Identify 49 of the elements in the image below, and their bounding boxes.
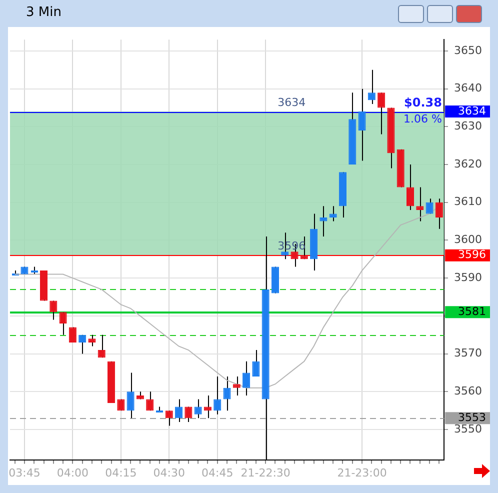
candlestick xyxy=(358,88,366,162)
candlestick xyxy=(416,186,424,222)
y-tick-label: 3590 xyxy=(454,270,482,284)
x-tick-label: 21-23:00 xyxy=(337,466,387,480)
candlestick xyxy=(59,312,67,336)
y-tick-label: 3560 xyxy=(454,384,482,398)
y-tick-label: 3570 xyxy=(454,346,482,360)
y-tick-label: 3610 xyxy=(454,195,482,208)
ref-line-label: 3596 xyxy=(458,248,486,262)
x-tick-label: 03:45 xyxy=(8,466,40,480)
candlestick xyxy=(68,326,76,343)
candlestick xyxy=(406,164,414,210)
candlestick xyxy=(223,376,231,412)
candlestick xyxy=(242,360,250,396)
y-tick-label: 3640 xyxy=(454,82,482,95)
x-tick-label: 04:30 xyxy=(153,466,185,480)
candlestick xyxy=(378,92,386,135)
candlestick xyxy=(194,398,202,419)
x-tick-label: 04:45 xyxy=(202,466,234,480)
ref-line-label: 3581 xyxy=(458,305,486,318)
x-tick-label: 04:15 xyxy=(105,466,137,480)
candlestick xyxy=(78,334,86,354)
candlestick xyxy=(165,410,173,426)
annotation: 1.06 % xyxy=(404,112,442,126)
candlestick xyxy=(155,406,164,412)
candlestick xyxy=(252,350,260,378)
candlestick xyxy=(88,334,96,347)
candlestick xyxy=(146,391,154,412)
candlestick xyxy=(232,376,240,396)
candlestick xyxy=(320,206,328,237)
ref-line-label: 3634 xyxy=(458,104,486,118)
candlestick xyxy=(50,300,58,320)
candlestick xyxy=(368,69,376,104)
y-tick-label: 3600 xyxy=(454,233,482,246)
chart-title: 3 Min xyxy=(26,5,62,20)
y-tick-label: 3550 xyxy=(454,422,482,436)
x-tick-label: 21-22:30 xyxy=(240,466,290,480)
annotation: 3634 xyxy=(278,96,306,109)
candlestick xyxy=(214,376,222,415)
y-tick-label: 3650 xyxy=(454,44,482,57)
y-tick-label: 3630 xyxy=(454,120,482,133)
candlestick xyxy=(184,406,192,422)
x-tick-label: 04:00 xyxy=(56,466,89,480)
annotation: $0.38 xyxy=(404,96,442,110)
ref-line-label: 3553 xyxy=(458,411,486,424)
candlestick xyxy=(329,206,337,222)
candlestick xyxy=(126,372,134,419)
candlestick xyxy=(98,334,106,358)
y-tick-label: 3620 xyxy=(454,157,482,170)
